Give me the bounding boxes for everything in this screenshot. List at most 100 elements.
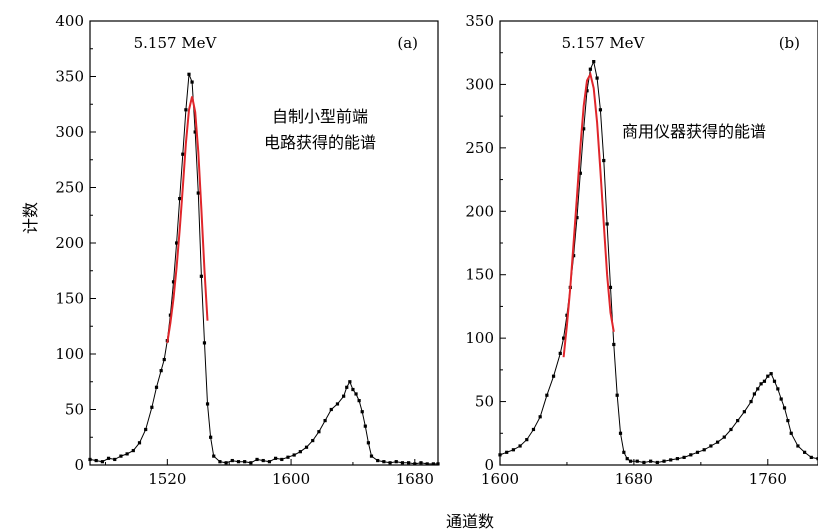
spectrum-point xyxy=(413,462,417,466)
spectrum-point xyxy=(329,407,333,412)
spectrum-point xyxy=(190,80,194,84)
y-tick-label: 200 xyxy=(55,234,84,252)
spectrum-point xyxy=(106,456,111,460)
spectrum-point xyxy=(236,460,241,464)
spectrum-point xyxy=(662,459,666,463)
spectrum-point xyxy=(360,410,364,414)
spectrum-point xyxy=(363,424,367,428)
spectrum-point xyxy=(131,448,135,453)
spectrum-point xyxy=(558,351,562,355)
spectrum-point xyxy=(267,460,272,464)
spectrum-point xyxy=(125,452,129,456)
spectrum-point xyxy=(159,369,163,373)
spectrum-point xyxy=(736,419,740,423)
spectrum-point xyxy=(274,456,278,460)
spectrum-point xyxy=(171,280,176,284)
spectrum-point xyxy=(342,394,346,398)
spectrum-point xyxy=(675,457,680,461)
x-axis-label: 通道数 xyxy=(446,512,494,531)
spectrum-point xyxy=(209,435,213,439)
spectrum-point xyxy=(317,430,321,434)
spectrum-point xyxy=(113,457,117,462)
y-tick-label: 400 xyxy=(55,12,84,30)
plot-frame xyxy=(499,20,818,466)
spectrum-point xyxy=(382,460,386,464)
y-tick-label: 0 xyxy=(74,456,84,474)
spectrum-point xyxy=(766,374,770,378)
y-tick-label: 250 xyxy=(465,139,494,157)
spectrum-point xyxy=(366,441,370,445)
spectrum-point xyxy=(709,444,713,448)
spectrum-point xyxy=(286,455,290,459)
spectrum-point xyxy=(531,427,536,432)
spectrum-point xyxy=(193,130,197,134)
spectrum-point xyxy=(511,448,515,452)
spectrum-point xyxy=(202,341,207,345)
spectrum-point xyxy=(762,379,767,383)
spectrum-point xyxy=(752,392,756,396)
y-tick-label: 200 xyxy=(465,202,494,220)
spectrum-point xyxy=(588,67,592,71)
spectrum-point xyxy=(199,274,203,278)
spectrum-point xyxy=(345,385,349,389)
spectrum-point xyxy=(137,441,142,445)
spectrum-point xyxy=(187,72,191,76)
spectrum-point xyxy=(782,406,787,410)
spectrum-point xyxy=(742,410,746,414)
spectrum-point xyxy=(162,357,166,362)
spectrum-point xyxy=(119,454,123,458)
y-tick-label: 300 xyxy=(465,75,494,93)
spectrum-point xyxy=(575,216,579,220)
spectrum-point xyxy=(776,387,780,391)
spectrum-point xyxy=(311,438,315,443)
spectrum-point xyxy=(292,453,296,457)
gaussian-fit-line xyxy=(562,71,615,358)
x-tick-label: 1600 xyxy=(272,470,310,488)
y-axis-label: 计数 xyxy=(21,202,40,234)
spectrum-point xyxy=(400,461,405,465)
spectrum-point xyxy=(779,397,783,401)
spectrum-point xyxy=(230,458,234,463)
spectrum-point xyxy=(354,392,358,396)
spectrum-point xyxy=(715,440,720,444)
y-tick-label: 350 xyxy=(55,68,84,86)
panel-a: 0 50 100 150 200 250 300 350 400 1520 1600 1680 5.15… xyxy=(55,12,440,488)
spectrum-point xyxy=(635,459,639,463)
x-tick-label: 1680 xyxy=(396,470,434,488)
spectrum-point xyxy=(249,461,253,465)
x-tick-label: 1760 xyxy=(749,470,787,488)
spectrum-point xyxy=(196,191,200,195)
panel-label: (b) xyxy=(779,34,800,52)
spectrum-point xyxy=(642,460,646,465)
spectrum-annotation: 电路获得的能谱 xyxy=(264,133,376,152)
spectrum-point xyxy=(756,387,760,391)
spectrum-point xyxy=(669,458,673,462)
spectrum-point xyxy=(585,89,589,93)
spectrum-point xyxy=(786,419,790,423)
spectrum-point xyxy=(695,450,700,454)
spectrum-point xyxy=(431,462,435,466)
y-tick-label: 150 xyxy=(55,290,84,308)
y-tick-label: 350 xyxy=(465,12,494,30)
spectrum-point xyxy=(682,455,686,459)
spectrum-point xyxy=(144,427,148,432)
x-tick-label: 1680 xyxy=(615,470,653,488)
spectrum-annotation: 商用仪器获得的能谱 xyxy=(622,122,766,141)
spectrum-point xyxy=(722,435,726,439)
spectrum-point xyxy=(551,374,556,378)
spectrum-point xyxy=(796,444,800,448)
spectrum-point xyxy=(749,399,753,404)
y-tick-label: 300 xyxy=(55,123,84,141)
spectrum-point xyxy=(689,453,693,457)
spectrum-point xyxy=(605,222,609,226)
spectrum-point xyxy=(304,445,309,449)
spectrum-point xyxy=(618,431,623,435)
spectrum-point xyxy=(88,457,92,462)
y-tick-label: 0 xyxy=(484,456,494,474)
spectrum-point xyxy=(212,454,216,458)
spectrum-point xyxy=(578,171,582,175)
spectrum-point xyxy=(582,127,586,131)
spectrum-point xyxy=(175,241,179,245)
spectrum-point xyxy=(602,158,606,163)
spectrum-point xyxy=(224,461,228,465)
